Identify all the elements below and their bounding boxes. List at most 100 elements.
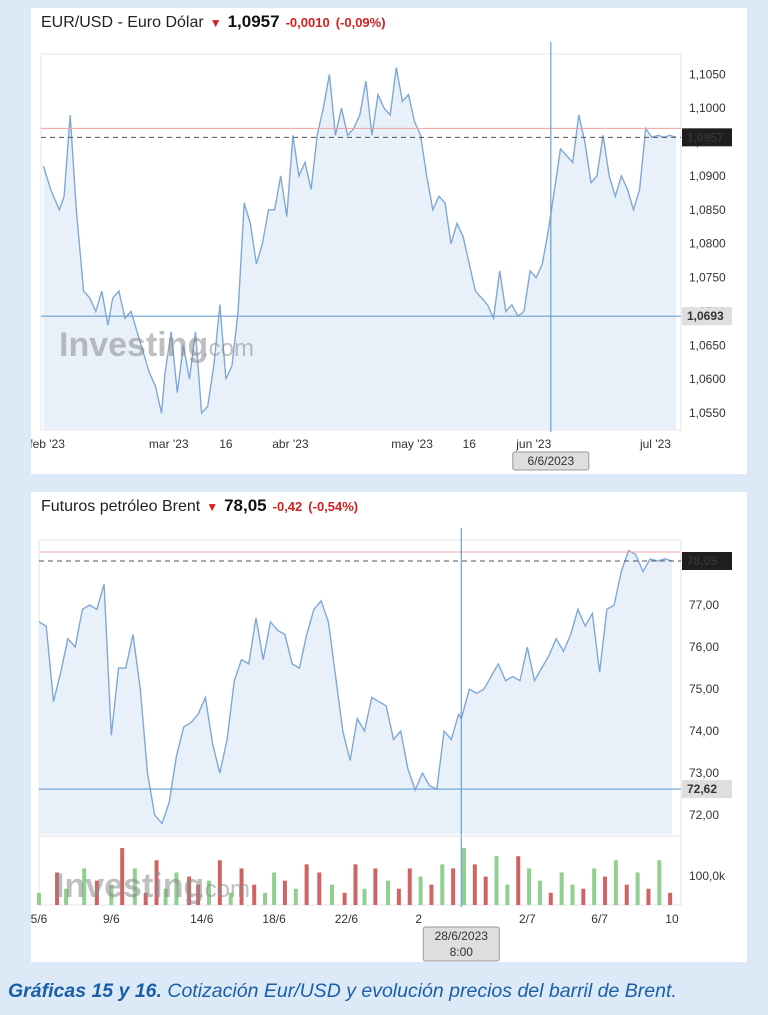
y-tick-label: 73,00: [689, 766, 719, 780]
brent-title: Futuros petróleo Brent: [41, 498, 201, 515]
volume-bar: [407, 868, 412, 905]
volume-bar: [592, 868, 597, 905]
x-tick-label: 18/6: [262, 912, 286, 926]
volume-bar: [581, 888, 586, 905]
volume-bar: [386, 880, 391, 905]
price-line: [38, 549, 673, 825]
volume-bar: [206, 880, 211, 905]
brent-chart[interactable]: 77,00 76,00 75,00 74,00 73,00 72,00 78,05 72,62…: [31, 492, 747, 962]
x-tick-label: 5/6: [31, 912, 48, 926]
x-tick-label: jul '23: [639, 437, 671, 451]
x-tick-label: 22/6: [335, 912, 359, 926]
volume-bar: [174, 872, 179, 905]
y-tick-label: 77,00: [689, 598, 719, 612]
x-tick-label: 2/7: [519, 912, 536, 926]
volume-bar: [263, 892, 268, 905]
volume-bar: [624, 884, 629, 905]
x-tick-label: 16: [463, 437, 477, 451]
y-tick-label: 1,0900: [689, 169, 726, 183]
volume-bar: [373, 868, 378, 905]
crosshair-y-label: 72,62: [687, 782, 717, 796]
x-tick-label: 16: [219, 437, 233, 451]
volume-bar: [163, 888, 168, 905]
caption-label: Gráficas 15 y 16.: [8, 980, 162, 1002]
volume-bar: [64, 888, 69, 905]
x-tick-label: 6/7: [591, 912, 608, 926]
investing-watermark: Investing: [55, 867, 204, 905]
volume-bar: [94, 880, 99, 905]
volume-axis-label: 100,0k: [689, 869, 726, 883]
brent-header: Futuros petróleo Brent ▼ 78,05 -0,42 (-0…: [41, 496, 358, 516]
volume-bar: [272, 872, 277, 905]
crosshair-date-label: 6/6/2023: [527, 454, 574, 468]
volume-bar: [451, 868, 456, 905]
volume-bar: [342, 892, 347, 905]
crosshair-date-tag: [512, 451, 590, 471]
volume-bar: [548, 892, 553, 905]
volume-bar: [559, 872, 564, 905]
volume-bar: [429, 884, 434, 905]
volume-bar: [505, 884, 510, 905]
y-tick-label: 1,0600: [689, 372, 726, 386]
volume-bar: [293, 888, 298, 905]
crosshair-date-tag: [422, 926, 500, 962]
volume-bar: [187, 876, 192, 905]
volume-bar: [329, 884, 334, 905]
volume-bar: [154, 860, 159, 905]
crosshair-time-label: 8:00: [450, 945, 474, 959]
volume-bar: [603, 876, 608, 905]
x-tick-label: abr '23: [272, 437, 309, 451]
x-tick-label: 10: [665, 912, 679, 926]
price-area: [39, 550, 672, 834]
price-area: [43, 67, 677, 430]
volume-bar: [657, 860, 662, 905]
volume-bar: [143, 892, 148, 905]
investing-watermark-suffix: .com: [198, 876, 250, 903]
volume-bar: [635, 872, 640, 905]
brent-price: 78,05: [224, 496, 267, 515]
figure-caption: Gráficas 15 y 16. Cotización Eur/USD y e…: [8, 980, 768, 1003]
investing-watermark: Investing: [59, 326, 208, 364]
y-tick-label: 74,00: [689, 724, 719, 738]
volume-bar: [317, 872, 322, 905]
brent-change: -0,42: [272, 499, 303, 514]
y-tick-label: 1,1050: [689, 67, 726, 81]
investing-watermark-suffix: .com: [202, 335, 254, 362]
brent-change-pct: (-0,54%): [308, 499, 359, 514]
current-price-label: 78,05: [687, 554, 717, 568]
volume-bar: [132, 868, 137, 905]
eurusd-chart-panel: EUR/USD - Euro Dólar ▼ 1,0957 -0,0010 (-…: [31, 8, 747, 474]
volume-bar: [668, 892, 673, 905]
y-tick-label: 1,0800: [689, 237, 726, 251]
volume-bar: [418, 876, 423, 905]
x-tick-label: jun '23: [515, 437, 551, 451]
y-tick-label: 1,0650: [689, 338, 726, 352]
eurusd-chart[interactable]: 1,10501,10001,09501,09001,08501,08001,07…: [31, 8, 747, 474]
volume-bar: [483, 876, 488, 905]
eurusd-header: EUR/USD - Euro Dólar ▼ 1,0957 -0,0010 (-…: [41, 12, 386, 32]
volume-bar: [252, 884, 257, 905]
down-arrow-icon: ▼: [209, 16, 222, 30]
y-tick-label: 76,00: [689, 640, 719, 654]
down-arrow-icon: ▼: [206, 500, 219, 514]
volume-bar: [55, 872, 60, 905]
eurusd-change-pct: (-0,09%): [335, 15, 386, 30]
x-tick-label: 14/6: [190, 912, 214, 926]
crosshair-y-tag: [682, 780, 732, 799]
volume-bar: [646, 888, 651, 905]
y-tick-label: 1,0550: [689, 406, 726, 420]
volume-bar: [613, 860, 618, 905]
volume-bar: [362, 888, 367, 905]
volume-bar: [527, 868, 532, 905]
eurusd-title: EUR/USD - Euro Dólar: [41, 14, 204, 31]
volume-bar: [217, 860, 222, 905]
volume-bar: [196, 884, 201, 905]
eurusd-price: 1,0957: [227, 12, 280, 31]
volume-bar: [304, 864, 309, 905]
volume-bar: [494, 856, 499, 905]
x-tick-label: 2: [415, 912, 422, 926]
crosshair-y-tag: [682, 307, 732, 326]
price-line: [42, 67, 677, 415]
volume-bar: [396, 888, 401, 905]
volume-bar: [37, 892, 41, 905]
